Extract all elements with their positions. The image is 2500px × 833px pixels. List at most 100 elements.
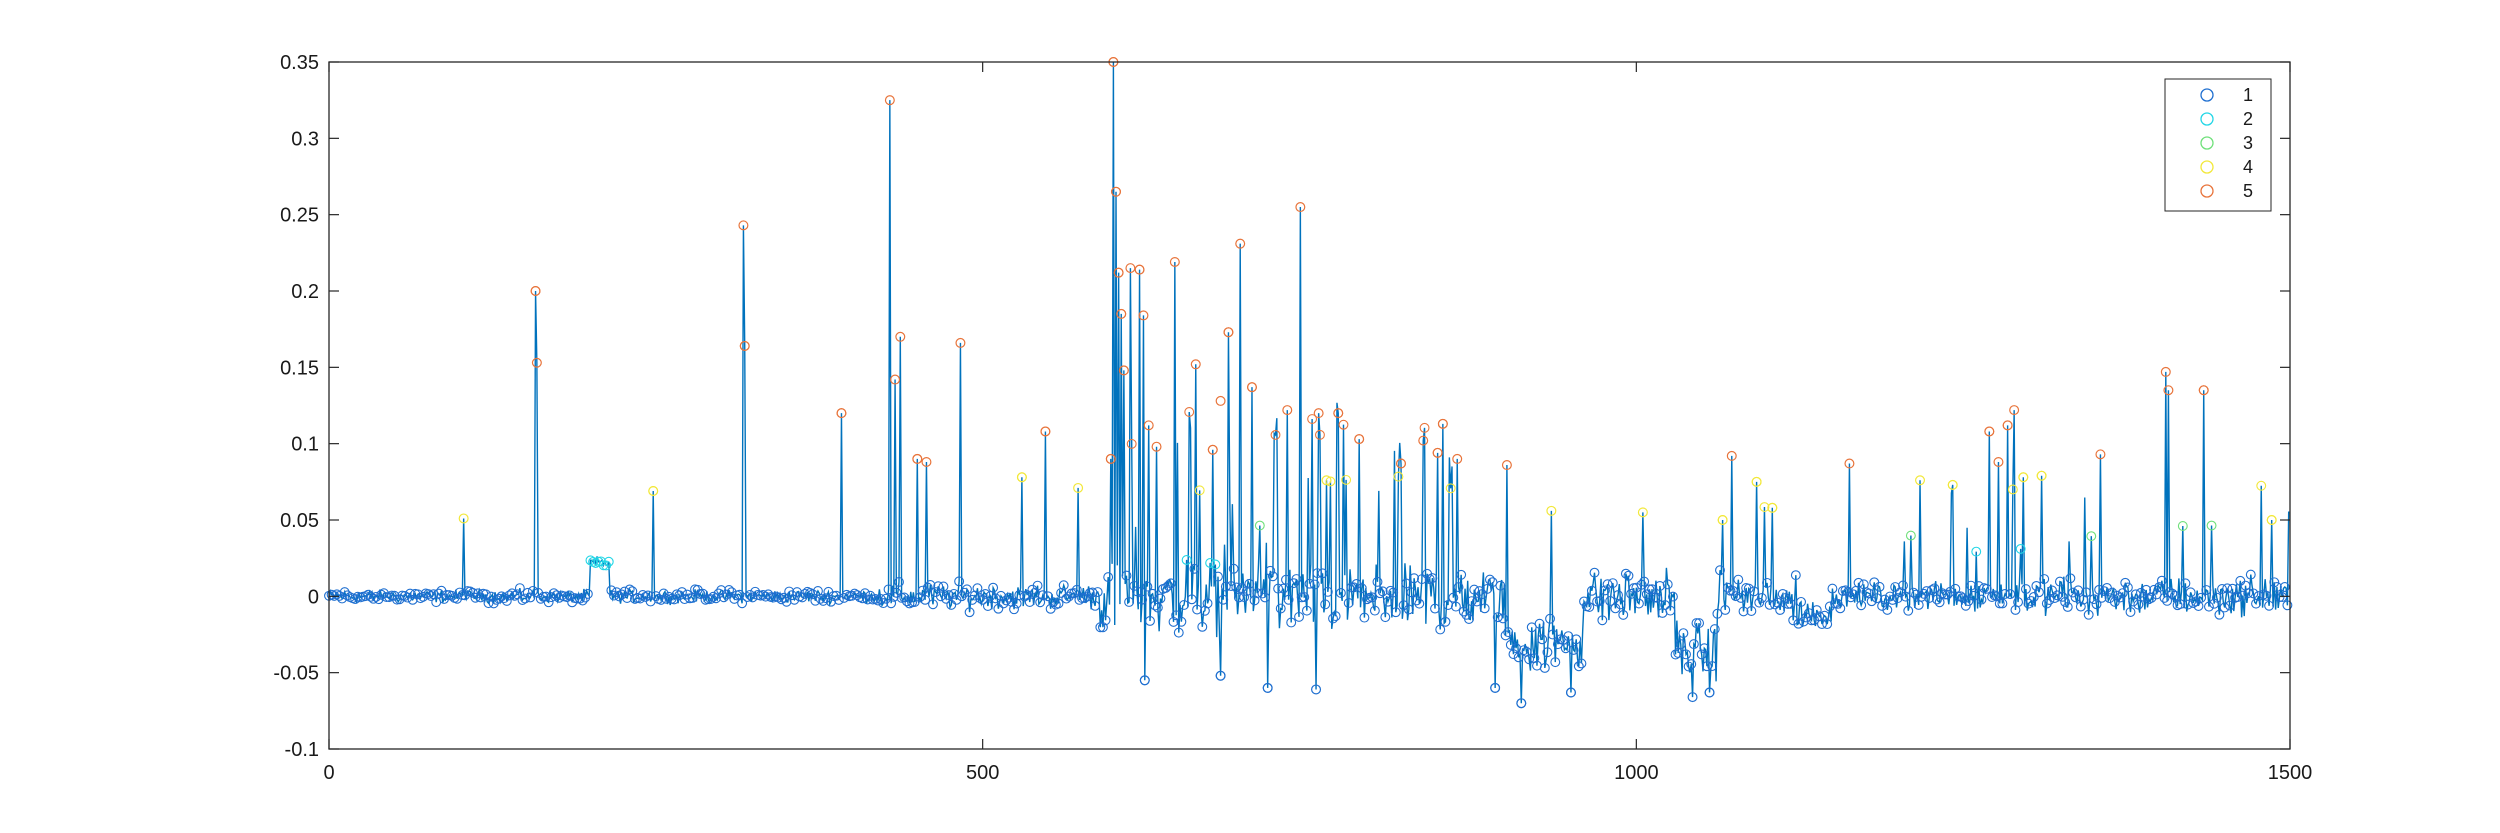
data-point <box>1409 573 1420 584</box>
data-point <box>1775 605 1786 615</box>
data-point <box>797 592 808 603</box>
data-point <box>1550 657 1561 668</box>
data-point <box>501 595 512 606</box>
data-point <box>1113 267 1124 278</box>
data-point <box>1333 408 1344 419</box>
data-point <box>1103 572 1114 583</box>
data-point <box>1916 591 1927 602</box>
data-point <box>1143 420 1154 431</box>
data-point <box>1372 576 1383 587</box>
data-point <box>1207 444 1218 455</box>
data-point <box>1328 613 1338 624</box>
data-point <box>1811 605 1822 615</box>
data-point <box>2002 420 2013 431</box>
data-point <box>2099 586 2110 597</box>
data-point <box>577 595 588 606</box>
data-point <box>860 588 870 599</box>
data-point <box>2112 590 2123 601</box>
data-point <box>1190 359 1201 370</box>
data-point <box>852 590 863 601</box>
data-point <box>1993 456 2004 467</box>
data-point <box>776 594 787 605</box>
data-point <box>1024 597 1035 607</box>
x-tick-label: 500 <box>966 762 999 784</box>
data-point <box>1427 573 1438 584</box>
data-point <box>1594 596 1605 607</box>
data-point <box>405 588 415 599</box>
data-point <box>585 555 596 566</box>
data-point <box>2007 484 2018 495</box>
data-point <box>1827 583 1838 594</box>
data-point <box>1147 588 1158 599</box>
data-point <box>1843 586 1854 597</box>
data-point <box>1105 453 1116 464</box>
data-point <box>1197 621 1208 632</box>
data-point <box>1359 612 1370 623</box>
data-point <box>1796 596 1807 607</box>
data-point <box>1291 574 1302 584</box>
data-point <box>1699 643 1710 654</box>
data-point <box>2086 531 2097 542</box>
data-point <box>2279 582 2290 592</box>
data-point <box>2245 569 2256 580</box>
data-point <box>1660 600 1671 611</box>
data-point <box>1484 574 1495 585</box>
data-point <box>2095 449 2106 460</box>
data-point <box>2083 609 2094 620</box>
data-point <box>805 587 816 598</box>
data-point <box>2057 591 2068 602</box>
data-point <box>1301 605 1312 616</box>
data-point <box>1654 581 1665 591</box>
data-point <box>711 593 721 604</box>
data-point <box>1312 568 1323 579</box>
data-point <box>1926 585 1937 596</box>
data-point <box>458 513 469 524</box>
data-point <box>1014 590 1025 601</box>
data-point <box>998 598 1009 609</box>
data-point <box>1573 661 1584 672</box>
data-point <box>1249 595 1260 606</box>
data-point <box>737 598 748 609</box>
data-point <box>2240 580 2251 591</box>
data-point <box>1602 579 1613 590</box>
data-point <box>2128 596 2139 607</box>
data-point <box>935 591 946 602</box>
data-point <box>2125 607 2136 617</box>
data-point <box>807 589 818 600</box>
data-point <box>2044 595 2055 606</box>
data-point <box>2167 588 2178 599</box>
data-point <box>713 588 724 599</box>
data-point <box>1330 611 1341 622</box>
data-point <box>1644 584 1655 595</box>
data-point <box>1696 649 1707 660</box>
data-point <box>1092 587 1103 597</box>
data-point <box>1670 649 1681 660</box>
data-point <box>2269 577 2280 588</box>
data-point <box>1419 422 1430 433</box>
data-point <box>1505 639 1516 650</box>
data-point <box>1683 661 1694 672</box>
plot-area <box>329 62 2290 749</box>
data-point <box>2248 588 2259 599</box>
data-point <box>2159 592 2170 603</box>
data-point <box>954 576 965 587</box>
data-point <box>1299 592 1310 603</box>
data-point <box>1565 687 1576 698</box>
data-point <box>674 590 685 601</box>
data-point <box>1492 612 1503 623</box>
data-point <box>2282 600 2293 611</box>
data-point <box>1966 580 1976 591</box>
data-point <box>1469 584 1480 595</box>
data-point <box>1762 577 1773 588</box>
data-point <box>339 587 350 598</box>
data-point <box>1848 589 1859 600</box>
data-point <box>1150 600 1161 611</box>
data-point <box>1223 327 1234 338</box>
data-point <box>1490 682 1501 693</box>
data-point <box>873 595 884 606</box>
data-point <box>2060 596 2071 607</box>
data-point <box>1751 476 1762 487</box>
data-point <box>1691 618 1702 629</box>
data-point <box>1822 619 1833 630</box>
